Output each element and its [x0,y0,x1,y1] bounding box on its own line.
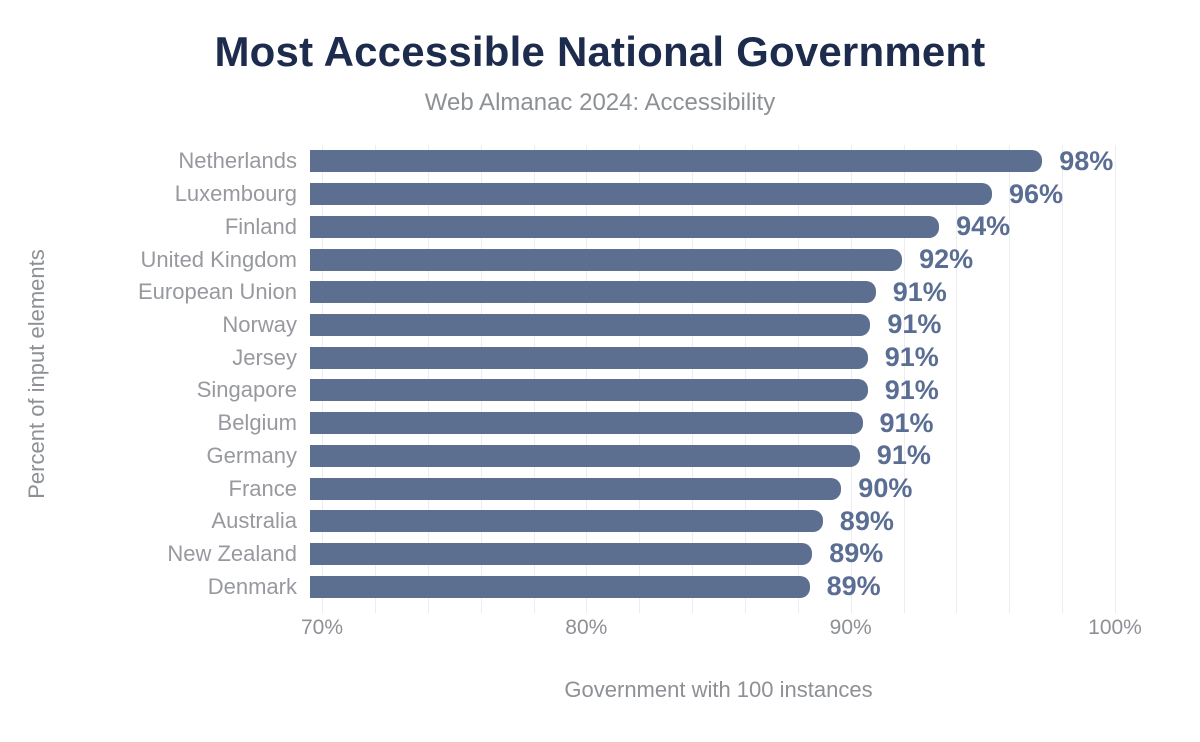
bar-track: 90% [310,473,1190,504]
bar [310,248,903,271]
category-label: Belgium [217,410,297,436]
bar-row: Australia 89% [0,505,1200,538]
bar-track: 91% [310,309,1190,340]
bar-row: Germany 91% [0,439,1200,472]
category-label: New Zealand [167,540,297,566]
bar [310,542,813,565]
category-label: United Kingdom [140,246,297,272]
chart-title: Most Accessible National Government [214,28,986,75]
gridline [480,145,482,613]
bar-row: Norway 91% [0,309,1200,342]
bar-row: Luxembourg 96% [0,178,1200,211]
value-label: 89% [829,538,884,569]
bar-row: Denmark 89% [0,570,1200,603]
bar-track: 89% [310,505,1190,536]
x-tick-label: 90% [829,616,872,639]
bar-row: Finland 94% [0,210,1200,243]
value-label: 92% [919,244,974,275]
bar-track: 91% [310,342,1190,373]
gridline [1115,145,1116,613]
value-label: 91% [876,440,931,471]
category-label: Netherlands [178,148,297,174]
bar-track: 89% [310,538,1190,569]
value-label: 98% [1059,145,1114,176]
bar-track: 91% [310,374,1190,405]
gridline [374,145,376,613]
category-label: European Union [137,279,297,305]
bar-row: Singapore 91% [0,374,1200,407]
bar-row: United Kingdom 92% [0,243,1200,276]
bar [310,510,823,533]
gridline [533,145,535,613]
x-axis-tick-labels: 70% 80% 90% 100% [301,616,1142,644]
category-label: Norway [222,311,297,337]
gridline [1009,145,1011,613]
bar-track: 89% [310,571,1190,602]
bar-track: 92% [310,244,1190,275]
bar-track: 96% [310,178,1190,209]
gridline [586,145,588,613]
gridline [639,145,641,613]
x-tick-label: 100% [1088,616,1142,639]
category-label: Jersey [232,344,297,370]
bar [310,575,810,598]
gridline [903,145,905,613]
bar [310,313,871,336]
value-label: 89% [839,505,894,536]
gridline [322,145,323,613]
bar-row: New Zealand 89% [0,538,1200,571]
category-label: Finland [224,213,297,239]
bar [310,444,860,467]
bar-track: 98% [310,145,1190,176]
value-label: 91% [892,276,947,307]
value-label: 91% [879,407,934,438]
bar [310,281,876,304]
value-label: 89% [826,571,881,602]
bar-row: Jersey 91% [0,341,1200,374]
x-axis-title: Government with 100 instances [564,677,873,702]
value-label: 91% [884,342,939,373]
gridline [427,145,429,613]
gridline [744,145,746,613]
bar-row: Netherlands 98% [0,145,1200,178]
bar-row: France 90% [0,472,1200,505]
bar [310,346,868,369]
category-label: Germany [206,442,297,468]
category-label: Luxembourg [174,181,297,207]
bar [310,150,1043,173]
category-label: Australia [211,508,297,534]
bar-row: European Union 91% [0,276,1200,309]
bar [310,477,842,500]
value-label: 91% [884,374,939,405]
value-label: 94% [956,211,1011,242]
value-label: 96% [1009,178,1064,209]
bar-row: Belgium 91% [0,407,1200,440]
plot-gridlines [322,145,1116,613]
bar [310,183,992,206]
gridline [850,145,852,613]
gridline [692,145,694,613]
bar-track: 91% [310,276,1190,307]
chart-subtitle: Web Almanac 2024: Accessibility [424,89,776,116]
x-tick-label: 70% [300,616,344,639]
bar-track: 91% [310,407,1190,438]
bar [310,412,863,435]
x-tick-label: 80% [565,616,608,639]
bar [310,215,940,238]
value-label: 91% [887,309,942,340]
gridline [1062,145,1064,613]
gridline [956,145,958,613]
bar [310,379,868,402]
category-label: Denmark [207,573,297,599]
category-label: France [228,475,297,501]
category-label: Singapore [196,377,297,403]
gridline [797,145,799,613]
bar-rows: Netherlands 98% Luxembourg 96% Finland 94% Uni… [0,145,1200,603]
value-label: 90% [858,473,913,504]
y-axis-title: Percent of input elements [24,249,49,499]
bar-track: 94% [310,211,1190,242]
bar-track: 91% [310,440,1190,471]
